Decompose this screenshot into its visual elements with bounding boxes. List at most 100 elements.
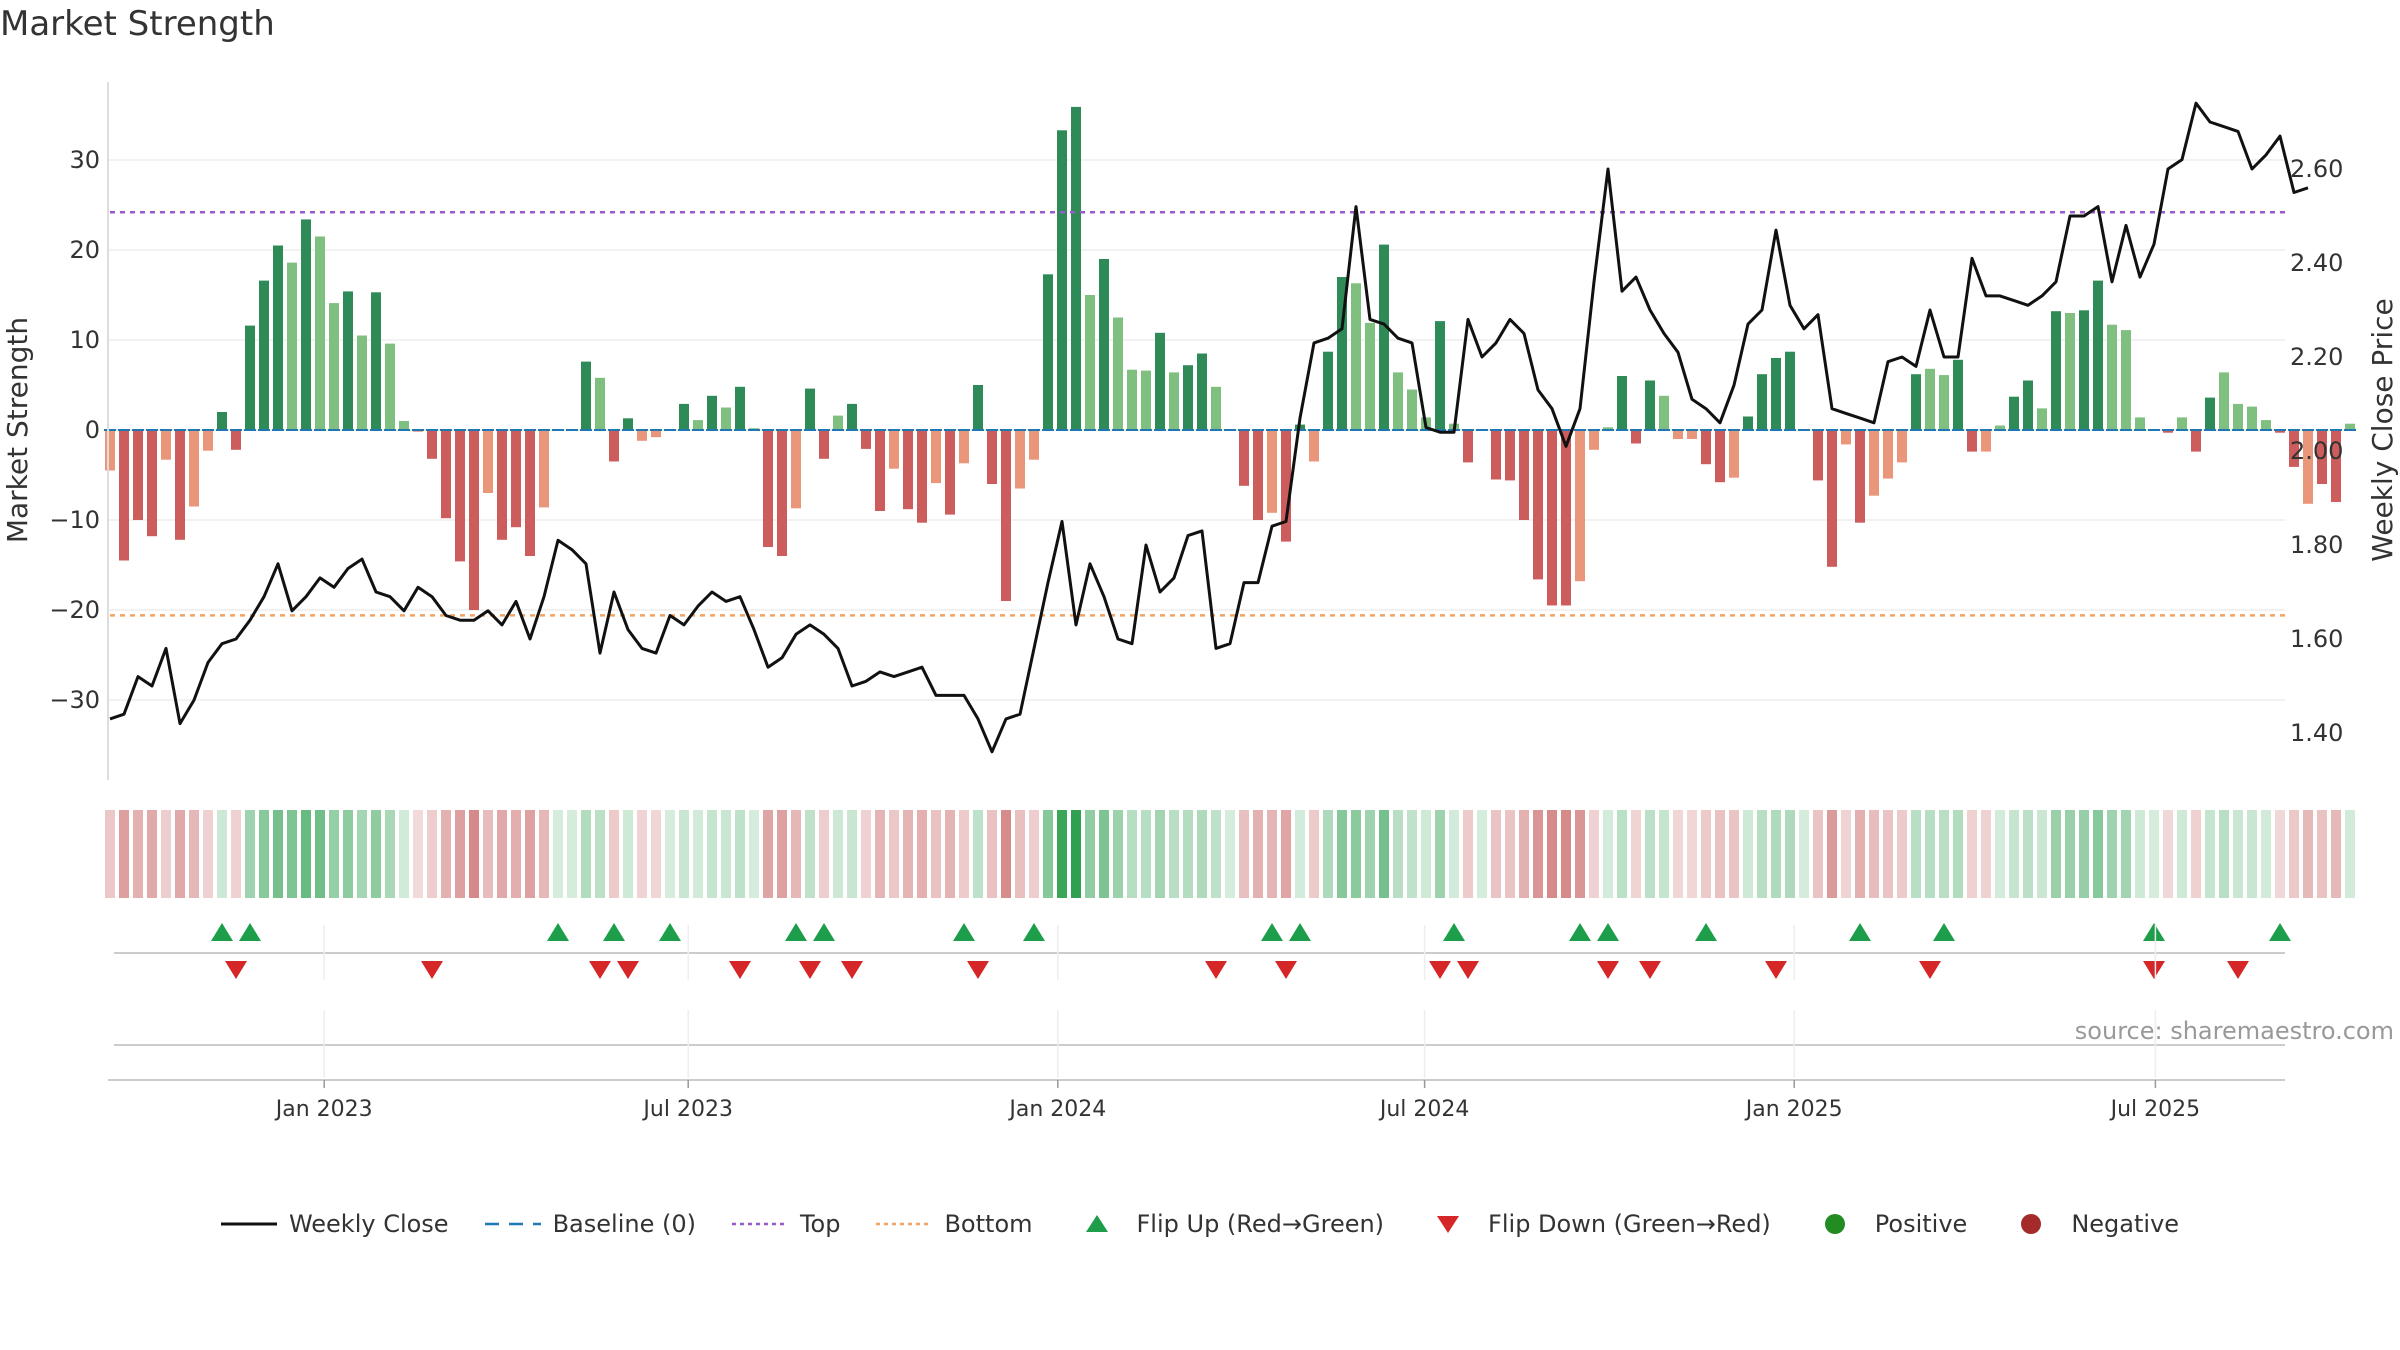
- y-tick-label: 20: [69, 236, 100, 264]
- strength-bar: [945, 430, 955, 515]
- x-tick-label: Jan 2025: [1744, 1097, 1843, 1122]
- heat-cell: [1939, 810, 1949, 898]
- heat-cell: [161, 810, 171, 898]
- y-tick-label: 30: [69, 146, 100, 174]
- strength-bar: [1463, 430, 1473, 463]
- strength-bar: [609, 430, 619, 462]
- heat-cell: [1995, 810, 2005, 898]
- lower-panels: [114, 925, 2285, 1078]
- heat-cell: [1155, 810, 1165, 898]
- strength-bar: [189, 430, 199, 507]
- legend-item: Negative: [2003, 1210, 2179, 1238]
- heat-cell: [455, 810, 465, 898]
- heat-cell: [2317, 810, 2327, 898]
- strength-bar: [637, 430, 647, 441]
- heat-cell: [945, 810, 955, 898]
- heat-cell: [1127, 810, 1137, 898]
- strength-bar: [1743, 416, 1753, 430]
- heat-cell: [1029, 810, 1039, 898]
- heat-cell: [1379, 810, 1389, 898]
- strength-bar: [1407, 389, 1417, 430]
- heat-cell: [1645, 810, 1655, 898]
- heat-cell: [1869, 810, 1879, 898]
- heat-cell: [959, 810, 969, 898]
- heat-cell: [1351, 810, 1361, 898]
- heat-cell: [1729, 810, 1739, 898]
- strength-bar: [1827, 430, 1837, 567]
- legend-label: Flip Up (Red→Green): [1136, 1210, 1385, 1238]
- heat-cell: [1295, 810, 1305, 898]
- legend: Weekly Close Baseline (0) Top Bottom Flip Up…: [0, 1210, 2400, 1238]
- heat-cell: [637, 810, 647, 898]
- heat-cell: [1267, 810, 1277, 898]
- strength-bar: [889, 430, 899, 469]
- heat-cell: [1897, 810, 1907, 898]
- strength-bar: [1603, 427, 1613, 430]
- strength-bar: [1855, 430, 1865, 523]
- legend-label: Bottom: [944, 1210, 1033, 1238]
- flip-down-marker: [1457, 961, 1479, 979]
- heat-cell: [693, 810, 703, 898]
- strength-bar: [2205, 397, 2215, 430]
- strength-bar: [1239, 430, 1249, 486]
- strength-bar: [1589, 430, 1599, 450]
- heat-cell: [189, 810, 199, 898]
- strength-bar: [623, 418, 633, 430]
- strength-bar: [1785, 351, 1795, 430]
- heat-cell: [399, 810, 409, 898]
- strength-bar: [1841, 430, 1851, 445]
- strength-bar: [469, 430, 479, 610]
- strength-bar: [1729, 430, 1739, 478]
- heat-cell: [1603, 810, 1613, 898]
- heat-cell: [2135, 810, 2145, 898]
- heat-cell: [931, 810, 941, 898]
- heat-cell: [1463, 810, 1473, 898]
- strength-bar: [1015, 430, 1025, 489]
- strength-bar: [1351, 283, 1361, 430]
- flip-markers: [211, 923, 2291, 979]
- flip-up-marker: [239, 923, 261, 941]
- heat-cell: [917, 810, 927, 898]
- heat-cell: [2177, 810, 2187, 898]
- heat-cell: [1771, 810, 1781, 898]
- y2-tick-label: 2.00: [2290, 437, 2343, 465]
- heat-cell: [1085, 810, 1095, 898]
- strength-bar: [2331, 430, 2341, 502]
- heat-cell: [609, 810, 619, 898]
- heat-cell: [469, 810, 479, 898]
- heat-cell: [217, 810, 227, 898]
- strength-bar: [1519, 430, 1529, 520]
- heat-cell: [2023, 810, 2033, 898]
- heat-cell: [749, 810, 759, 898]
- heat-cell: [301, 810, 311, 898]
- legend-label: Negative: [2071, 1210, 2180, 1238]
- legend-item: Weekly Close: [220, 1210, 449, 1238]
- strength-bar: [1547, 430, 1557, 606]
- x-tick-label: Jul 2023: [641, 1097, 733, 1122]
- heat-cell: [539, 810, 549, 898]
- legend-swatch-icon: [1085, 1215, 1108, 1232]
- heat-cell: [819, 810, 829, 898]
- flip-up-marker: [1289, 923, 1311, 941]
- strength-bar: [1911, 374, 1921, 430]
- heat-cell: [1687, 810, 1697, 898]
- heat-cell: [1757, 810, 1767, 898]
- heat-cell: [329, 810, 339, 898]
- flip-up-marker: [953, 923, 975, 941]
- strength-bar: [1057, 130, 1067, 431]
- strength-bar: [175, 430, 185, 540]
- strength-bar: [1813, 430, 1823, 481]
- strength-bar: [1869, 430, 1879, 496]
- strength-bar: [273, 245, 283, 430]
- flip-up-marker: [2269, 923, 2291, 941]
- heat-cell: [1785, 810, 1795, 898]
- heat-cell: [1659, 810, 1669, 898]
- x-tick-label: Jan 2023: [274, 1097, 373, 1122]
- strength-bar: [1631, 430, 1641, 444]
- strength-bar: [2275, 430, 2285, 433]
- flip-up-marker: [1933, 923, 1955, 941]
- strength-bar: [483, 430, 493, 493]
- heat-cell: [1827, 810, 1837, 898]
- flip-up-marker: [1695, 923, 1717, 941]
- heat-cell: [1631, 810, 1641, 898]
